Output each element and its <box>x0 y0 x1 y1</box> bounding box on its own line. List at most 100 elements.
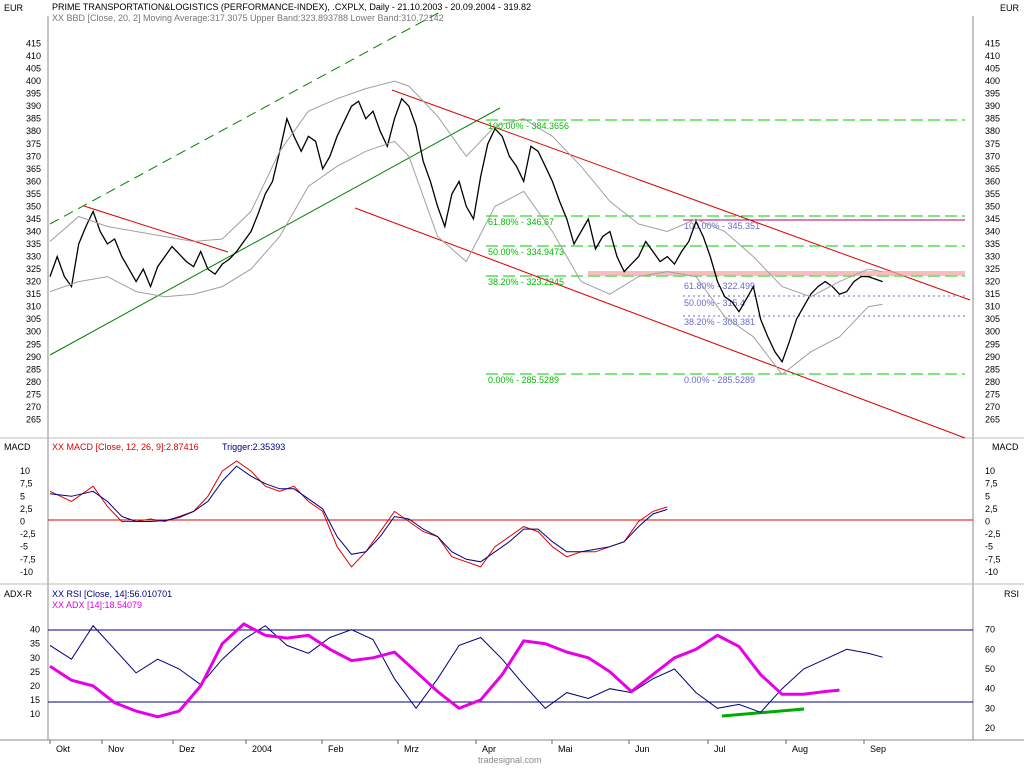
x-tick-label: Jun <box>635 744 650 754</box>
x-tick-label: 2004 <box>252 744 272 754</box>
x-tick-label: Mai <box>558 744 573 754</box>
red-channel-upper <box>391 89 971 301</box>
price-tick-right: 375 <box>985 139 1000 149</box>
macd-tick-right: 7,5 <box>985 479 998 489</box>
price-tick-left: 340 <box>26 226 41 236</box>
price-tick-right: 330 <box>985 252 1000 262</box>
price-tick-left: 390 <box>26 101 41 111</box>
macd-tick-right: -5 <box>985 542 993 552</box>
fib-label-50: 50.00% - 334.9473 <box>488 247 564 257</box>
macd-tick-left: 7,5 <box>20 479 33 489</box>
price-tick-right: 300 <box>985 327 1000 337</box>
bollinger-legend: XX BBD [Close, 20, 2] Moving Average:317… <box>52 13 444 23</box>
macd-tick-left: -2,5 <box>20 529 36 539</box>
macd-tick-right: -10 <box>985 567 998 577</box>
price-tick-right: 395 <box>985 89 1000 99</box>
rsi-tick: 30 <box>985 703 995 713</box>
rsi-legend: XX RSI [Close, 14]:56.010701 <box>52 589 172 599</box>
rsi-axis-ticks: 10 15 20 25 30 35 40 20 30 40 50 60 70 <box>30 625 995 733</box>
x-tick-label: Apr <box>482 744 496 754</box>
price-tick-left: 415 <box>26 39 41 49</box>
fib2-label-382: 38.20% - 308.381 <box>684 317 755 327</box>
price-tick-left: 385 <box>26 114 41 124</box>
price-tick-left: 270 <box>26 402 41 412</box>
price-tick-left: 360 <box>26 176 41 186</box>
x-tick-label: Nov <box>108 744 125 754</box>
price-tick-left: 290 <box>26 352 41 362</box>
price-tick-left: 345 <box>26 214 41 224</box>
price-tick-right: 370 <box>985 151 1000 161</box>
price-tick-right: 350 <box>985 201 1000 211</box>
macd-legend: XX MACD [Close, 12, 26, 9]:2.87416 <box>52 442 199 452</box>
price-tick-left: 365 <box>26 164 41 174</box>
price-tick-left: 275 <box>26 389 41 399</box>
price-tick-right: 305 <box>985 314 1000 324</box>
macd-tick-left: -7,5 <box>20 554 36 564</box>
price-tick-left: 265 <box>26 414 41 424</box>
adx-label-left: ADX-R <box>4 589 33 599</box>
macd-tick-left: -10 <box>20 567 33 577</box>
price-tick-right: 310 <box>985 302 1000 312</box>
price-tick-left: 370 <box>26 151 41 161</box>
price-tick-right: 405 <box>985 64 1000 74</box>
adx-tick: 30 <box>30 653 40 663</box>
price-tick-right: 345 <box>985 214 1000 224</box>
price-tick-left: 330 <box>26 252 41 262</box>
adx-legend: XX ADX [14]:18.54079 <box>52 600 142 610</box>
macd-tick-right: -7,5 <box>985 554 1001 564</box>
macd-tick-left: 2,5 <box>20 504 33 514</box>
price-tick-left: 310 <box>26 302 41 312</box>
price-tick-right: 365 <box>985 164 1000 174</box>
red-trendline-small <box>83 205 229 253</box>
lower-bollinger-band <box>49 140 883 376</box>
price-tick-left: 375 <box>26 139 41 149</box>
price-tick-left: 405 <box>26 64 41 74</box>
rsi-tick: 20 <box>985 723 995 733</box>
green-channel-lower <box>49 107 501 356</box>
adx-tick: 25 <box>30 667 40 677</box>
fib-label-0: 0.00% - 285.5289 <box>488 375 559 385</box>
price-tick-right: 275 <box>985 389 1000 399</box>
macd-tick-left: -5 <box>20 542 28 552</box>
price-tick-right: 390 <box>985 101 1000 111</box>
price-tick-right: 360 <box>985 176 1000 186</box>
adx-tick: 40 <box>30 625 40 635</box>
price-tick-left: 285 <box>26 364 41 374</box>
fib2-label-100: 100.00% - 345.351 <box>684 221 760 231</box>
trigger-legend: Trigger:2.35393 <box>222 442 285 452</box>
price-tick-left: 410 <box>26 51 41 61</box>
currency-left-label: EUR <box>4 3 24 13</box>
rsi-line <box>49 624 883 713</box>
red-channel-lower <box>354 207 966 439</box>
price-tick-right: 320 <box>985 277 1000 287</box>
price-tick-left: 300 <box>26 327 41 337</box>
time-axis-ticks: Okt Nov Dez 2004 Feb Mrz Apr Mai Jun Jul Aug Sep <box>49 740 886 754</box>
price-close-line <box>49 97 883 364</box>
price-tick-right: 280 <box>985 377 1000 387</box>
price-tick-right: 355 <box>985 189 1000 199</box>
macd-label-left: MACD <box>4 442 31 452</box>
x-tick-label: Aug <box>792 744 808 754</box>
price-tick-left: 280 <box>26 377 41 387</box>
price-tick-right: 270 <box>985 402 1000 412</box>
price-tick-right: 385 <box>985 114 1000 124</box>
fib-label-382: 38.20% - 323.2245 <box>488 277 564 287</box>
divergence-marker <box>721 707 805 718</box>
macd-tick-left: 10 <box>20 466 30 476</box>
currency-right-label: EUR <box>1000 3 1020 13</box>
price-tick-right: 265 <box>985 414 1000 424</box>
x-tick-label: Jul <box>714 744 726 754</box>
x-tick-label: Feb <box>328 744 344 754</box>
price-tick-right: 325 <box>985 264 1000 274</box>
price-tick-left: 305 <box>26 314 41 324</box>
fib2-label-0: 0.00% - 285.5289 <box>684 375 755 385</box>
price-tick-right: 340 <box>985 226 1000 236</box>
macd-tick-right: 0 <box>985 517 990 527</box>
macd-tick-left: 0 <box>20 517 25 527</box>
trigger-line <box>49 465 668 563</box>
price-axis-ticks: 265 265 270 270 275 275 280 280 285 285 290 290 295 2… <box>26 39 1000 425</box>
price-tick-right: 285 <box>985 364 1000 374</box>
price-tick-left: 380 <box>26 126 41 136</box>
rsi-tick: 50 <box>985 664 995 674</box>
macd-tick-left: 5 <box>20 491 25 501</box>
